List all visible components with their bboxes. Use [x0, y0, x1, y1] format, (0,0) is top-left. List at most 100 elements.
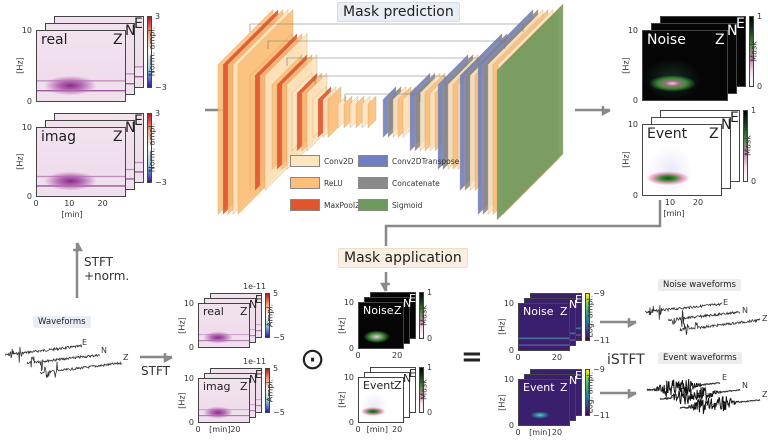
- colorbar-max: 5: [273, 364, 279, 373]
- x-axis-label: [min]: [366, 425, 388, 434]
- colorbar: [743, 110, 748, 182]
- component-label-z: Z: [709, 126, 719, 142]
- component-label-z: Z: [240, 305, 248, 318]
- event-waveform-component-label: N: [742, 381, 748, 390]
- colorbar-min: −3: [155, 83, 167, 92]
- x-tick: 20: [692, 198, 704, 207]
- component-label-z: Z: [560, 381, 568, 394]
- panel-label: real: [41, 32, 68, 48]
- colorbar-min: −11: [593, 336, 610, 345]
- hadamard-operator: ⊙: [300, 342, 326, 377]
- stft-norm-label: STFT +norm.: [84, 255, 129, 283]
- colorbar-min: 0: [757, 82, 763, 91]
- colorbar-label: Mask: [743, 135, 753, 156]
- equals-operator: =: [461, 342, 483, 372]
- y-axis-label: [Hz]: [15, 57, 25, 74]
- norm-text: +norm.: [84, 269, 130, 283]
- legend-item-sigmoid: Sigmoid: [358, 199, 422, 211]
- x-tick: 0: [355, 425, 361, 434]
- component-label-e: E: [575, 293, 582, 306]
- x-tick: 10: [64, 199, 75, 208]
- input-waveform-trace-n: [26, 353, 100, 372]
- colorbar: [265, 293, 270, 338]
- colorbar-label: Norm. ampl.: [147, 122, 157, 173]
- panel-label: Noise: [523, 305, 554, 318]
- component-label-e: E: [134, 113, 143, 129]
- colorbar: [585, 293, 590, 341]
- colorbar-label: Log. ampl.: [585, 295, 595, 338]
- arrow-stft-norm-head: [73, 242, 83, 252]
- x-axis-label: [min]: [529, 428, 551, 437]
- event-waveform-trace-n-baseline: [659, 389, 741, 400]
- legend-item-maxpool2d: MaxPool2D: [290, 199, 366, 211]
- component-label-z: Z: [394, 379, 402, 392]
- skip-connection: [249, 23, 524, 32]
- legend-swatch: [358, 155, 388, 167]
- component-label-n: N: [249, 373, 258, 386]
- colorbar: [147, 113, 152, 183]
- colorbar-min: 0: [427, 334, 433, 343]
- noise-waveform-component-label: E: [723, 298, 729, 307]
- y-axis-label: [Hz]: [177, 391, 187, 409]
- legend-label: Conv2DTranspose: [392, 156, 460, 166]
- event-waveform-trace-e-baseline: [646, 382, 721, 391]
- noise-waveform-trace-z: [679, 318, 761, 335]
- spectrogram-panel-z: [518, 303, 570, 351]
- y-tick-top: 10: [627, 120, 638, 129]
- legend-swatch: [290, 155, 320, 167]
- component-label-e: E: [255, 293, 262, 306]
- spectrogram-panel-z: [642, 124, 722, 196]
- colorbar-min: −5: [273, 333, 285, 342]
- colorbar: [265, 368, 270, 413]
- component-label-n: N: [403, 372, 412, 385]
- x-tick: 0: [515, 353, 521, 362]
- y-tick-bottom: 0: [348, 418, 354, 427]
- component-label-z: Z: [113, 32, 123, 48]
- colorbar-min: −11: [593, 411, 610, 420]
- legend-item-conv2dtranspose: Conv2DTranspose: [358, 155, 459, 167]
- colorbar: [147, 16, 152, 88]
- component-label-n: N: [249, 298, 258, 311]
- x-tick: 0: [33, 199, 39, 208]
- y-axis-label: [Hz]: [15, 153, 25, 170]
- skip-connection: [286, 57, 479, 66]
- x-tick: 0: [355, 351, 361, 360]
- x-tick: 0: [515, 428, 521, 437]
- component-label-e: E: [730, 110, 739, 126]
- y-tick-top: 10: [21, 26, 32, 35]
- colorbar-label: Ampl.: [265, 303, 275, 327]
- colorbar: [419, 292, 424, 339]
- skip-connection: [267, 40, 506, 49]
- colorbar-min: −3: [155, 178, 167, 187]
- colorbar-label: Norm. ampl.: [147, 26, 157, 77]
- panel-label: imag: [203, 380, 231, 393]
- spectrogram-panel-z: [36, 30, 126, 102]
- colorbar-min: −5: [273, 408, 285, 417]
- arrow-istft-noise-head: [627, 318, 637, 328]
- colorbar-max: 1: [751, 106, 757, 115]
- panel-label: Event: [363, 379, 395, 392]
- mask-prediction-title: Mask prediction: [337, 2, 460, 22]
- legend-item-conv2d: Conv2D: [290, 155, 354, 167]
- colorbar-min: 0: [751, 177, 757, 186]
- panel-label: Event: [523, 381, 555, 394]
- y-axis-label: [Hz]: [177, 316, 187, 334]
- component-label-n: N: [569, 298, 578, 311]
- spectrogram-panel-z: [642, 30, 728, 101]
- noise-waveform-component-label: N: [742, 306, 748, 315]
- colorbar-max: 1: [427, 288, 433, 297]
- panel-label: Noise: [647, 32, 686, 48]
- noise-waveform-trace-n: [668, 310, 741, 328]
- spectrogram-panel-z: [36, 127, 126, 197]
- colorbar: [419, 367, 424, 413]
- input-waveform-component-label: Z: [123, 353, 129, 362]
- noise-waveform-trace-e: [644, 302, 723, 320]
- component-label-z: Z: [240, 380, 248, 393]
- x-axis-label: [min]: [209, 425, 231, 434]
- colorbar: [749, 16, 754, 87]
- input-waveform-trace-e: [4, 343, 83, 363]
- legend-label: ReLU: [324, 178, 343, 188]
- input-waveform-component-label: E: [82, 338, 88, 347]
